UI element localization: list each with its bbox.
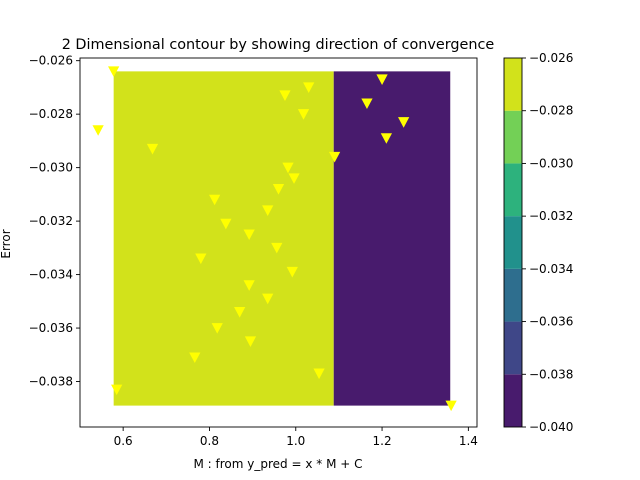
colorbar-tick-label-6: −0.028 [529, 104, 573, 118]
marker-point-14 [271, 242, 283, 254]
marker-point-15 [195, 253, 207, 265]
x-tick-label-1: 0.8 [200, 434, 219, 448]
marker-point-3 [111, 384, 123, 396]
y-tick-label-0: −0.038 [29, 375, 73, 389]
marker-point-21 [244, 336, 257, 347]
marker-point-11 [262, 205, 274, 216]
marker-point-19 [234, 307, 246, 318]
marker-point-2 [146, 143, 159, 155]
marker-point-17 [243, 280, 255, 291]
marker-point-22 [189, 352, 201, 364]
marker-point-28 [380, 133, 393, 144]
marker-point-24 [328, 151, 341, 163]
marker-point-23 [313, 368, 325, 380]
convergence-markers [92, 66, 457, 412]
marker-point-1 [92, 125, 104, 136]
colorbar-tick-label-0: −0.040 [529, 420, 573, 434]
marker-point-29 [445, 400, 457, 412]
colorbar-tick-label-7: −0.026 [529, 51, 573, 65]
colorbar-tick-label-3: −0.034 [529, 262, 573, 276]
y-tick-label-5: −0.028 [29, 107, 73, 121]
marker-point-18 [262, 293, 274, 305]
x-tick-label-3: 1.2 [373, 434, 392, 448]
colorbar-band-3 [504, 216, 522, 269]
x-tick-label-4: 1.4 [459, 434, 478, 448]
marker-point-12 [220, 218, 232, 230]
colorbar-band-5 [504, 110, 522, 164]
marker-point-13 [243, 229, 255, 241]
y-axis-label: Error [0, 229, 13, 258]
chart-title: 2 Dimensional contour by showing directi… [62, 37, 495, 53]
colorbar-band-2 [504, 268, 522, 322]
colorbar-tick-label-5: −0.030 [529, 156, 573, 170]
marker-point-10 [209, 194, 221, 206]
marker-point-7 [282, 162, 294, 174]
y-tick-label-3: −0.032 [29, 214, 73, 228]
contour-region-0 [113, 71, 334, 406]
colorbar-frame [503, 57, 523, 428]
x-tick-label-0: 0.6 [114, 434, 133, 448]
colorbar: −0.040 −0.038 −0.036 −0.034 −0.032 −0.030 −0.0… [503, 51, 573, 434]
colorbar-band-6 [504, 58, 522, 111]
colorbar-band-4 [504, 163, 522, 217]
marker-point-8 [288, 173, 300, 184]
marker-point-9 [272, 184, 285, 195]
marker-point-16 [286, 266, 298, 278]
contour-region-1 [333, 71, 451, 406]
marker-point-5 [303, 82, 315, 93]
colorbar-tick-label-2: −0.036 [529, 315, 573, 329]
colorbar-band-0 [504, 374, 522, 427]
y-tick-label-6: −0.026 [29, 54, 73, 68]
marker-point-20 [211, 323, 223, 334]
x-axis-ticks: 0.6 0.8 1.0 1.2 1.4 [114, 427, 478, 448]
marker-point-27 [398, 117, 410, 128]
marker-point-6 [297, 109, 310, 120]
contour-regions [113, 71, 451, 406]
x-axis-label: M : from y_pred = x * M + C [194, 457, 363, 471]
y-tick-label-4: −0.030 [29, 161, 73, 175]
y-axis-ticks: −0.038 −0.036 −0.034 −0.032 −0.030 −0.028 −0.0… [29, 54, 80, 389]
marker-point-25 [361, 98, 373, 110]
colorbar-band-1 [504, 321, 522, 375]
marker-point-4 [279, 90, 291, 101]
marker-point-0 [108, 66, 120, 77]
plot-area: 0.6 0.8 1.0 1.2 1.4 −0.038 −0.036 −0.034 −0.032… [29, 54, 478, 448]
y-tick-label-2: −0.034 [29, 268, 73, 282]
y-tick-label-1: −0.036 [29, 321, 73, 335]
x-tick-label-2: 1.0 [286, 434, 305, 448]
colorbar-tick-label-4: −0.032 [529, 209, 573, 223]
plot-frame [79, 57, 478, 428]
colorbar-tick-label-1: −0.038 [529, 367, 573, 381]
marker-point-26 [376, 74, 388, 85]
